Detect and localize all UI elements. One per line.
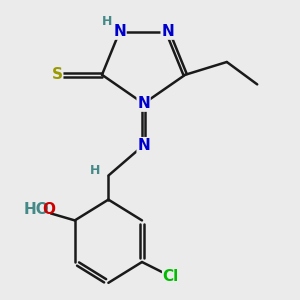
Text: O: O — [42, 202, 55, 217]
Text: N: N — [137, 96, 150, 111]
Text: N: N — [137, 138, 150, 153]
Text: Cl: Cl — [163, 269, 179, 284]
Text: H: H — [90, 164, 100, 177]
Text: S: S — [52, 67, 63, 82]
Text: H: H — [102, 15, 112, 28]
Text: N: N — [113, 24, 126, 39]
Text: N: N — [161, 24, 174, 39]
Text: HO: HO — [23, 202, 49, 217]
